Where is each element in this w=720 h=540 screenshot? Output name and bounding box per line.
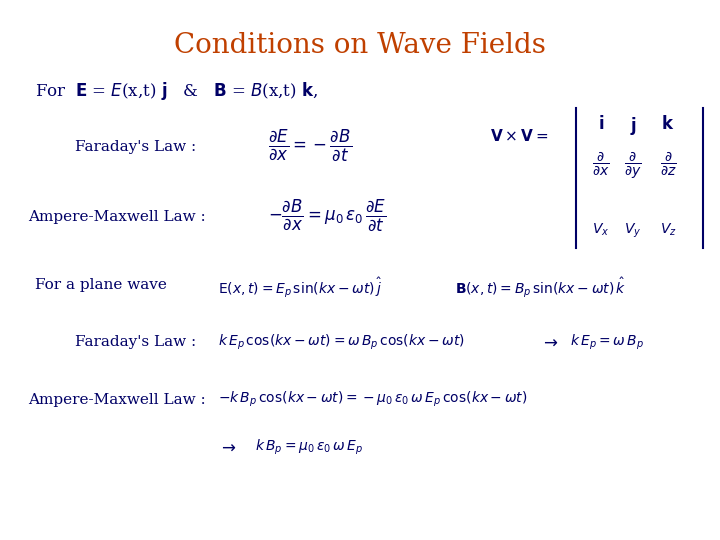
- Text: $\mathrm{E}(x,t) = E_p\,\sin(kx-\omega t)\,\hat{j}$: $\mathrm{E}(x,t) = E_p\,\sin(kx-\omega t…: [218, 275, 382, 300]
- Text: $\dfrac{\partial}{\partial z}$: $\dfrac{\partial}{\partial z}$: [660, 150, 676, 178]
- Text: $\rightarrow$: $\rightarrow$: [540, 333, 559, 351]
- Text: Conditions on Wave Fields: Conditions on Wave Fields: [174, 32, 546, 59]
- Text: $\mathbf{B}(x,t) = B_p\,\sin(kx-\omega t)\,\hat{k}$: $\mathbf{B}(x,t) = B_p\,\sin(kx-\omega t…: [455, 275, 626, 300]
- Text: $-\dfrac{\partial B}{\partial x} = \mu_0\,\varepsilon_0\,\dfrac{\partial E}{\par: $-\dfrac{\partial B}{\partial x} = \mu_0…: [268, 198, 387, 233]
- Text: $k\,E_p\,\cos(kx-\omega t)=\omega\,B_p\,\cos(kx-\omega t)$: $k\,E_p\,\cos(kx-\omega t)=\omega\,B_p\,…: [218, 333, 465, 352]
- Text: $-k\,B_p\,\cos(kx-\omega t)=-\mu_0\,\varepsilon_0\,\omega\,E_p\,\cos(kx-\omega t: $-k\,B_p\,\cos(kx-\omega t)=-\mu_0\,\var…: [218, 390, 528, 409]
- Text: $V_x$: $V_x$: [593, 222, 610, 238]
- Text: Ampere-Maxwell Law :: Ampere-Maxwell Law :: [28, 393, 206, 407]
- Text: Ampere-Maxwell Law :: Ampere-Maxwell Law :: [28, 210, 206, 224]
- Text: $V_y$: $V_y$: [624, 222, 642, 240]
- Text: $k\,E_p = \omega\,B_p$: $k\,E_p = \omega\,B_p$: [570, 333, 644, 352]
- Text: $\dfrac{\partial E}{\partial x} = -\dfrac{\partial B}{\partial t}$: $\dfrac{\partial E}{\partial x} = -\dfra…: [268, 128, 352, 163]
- Text: For  $\mathbf{E}$ = $\mathit{E}$(x,t) $\mathbf{j}$   &   $\mathbf{B}$ = $\mathit: For $\mathbf{E}$ = $\mathit{E}$(x,t) $\m…: [35, 80, 318, 102]
- Text: $V_z$: $V_z$: [660, 222, 676, 238]
- Text: Faraday's Law :: Faraday's Law :: [75, 140, 197, 154]
- Text: Faraday's Law :: Faraday's Law :: [75, 335, 197, 349]
- Text: $\dfrac{\partial}{\partial y}$: $\dfrac{\partial}{\partial y}$: [624, 150, 642, 181]
- Text: $\rightarrow$: $\rightarrow$: [218, 438, 236, 456]
- Text: $k\,B_p = \mu_0\,\varepsilon_0\,\omega\,E_p$: $k\,B_p = \mu_0\,\varepsilon_0\,\omega\,…: [255, 438, 363, 457]
- Text: For a plane wave: For a plane wave: [35, 278, 167, 292]
- Text: $\mathbf{V} \times \mathbf{V} =$: $\mathbf{V} \times \mathbf{V} =$: [490, 128, 549, 144]
- Text: $\mathbf{k}$: $\mathbf{k}$: [662, 115, 675, 133]
- Text: $\mathbf{j}$: $\mathbf{j}$: [629, 115, 636, 137]
- Text: $\mathbf{i}$: $\mathbf{i}$: [598, 115, 604, 133]
- Text: $\dfrac{\partial}{\partial x}$: $\dfrac{\partial}{\partial x}$: [593, 150, 610, 178]
